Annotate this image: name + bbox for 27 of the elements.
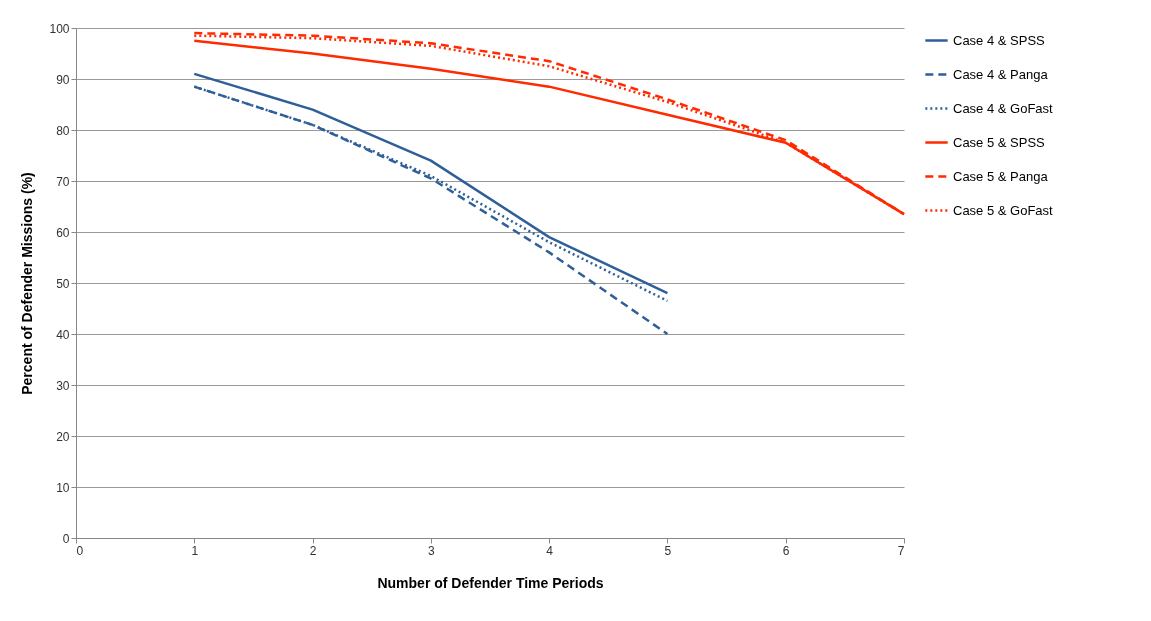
y-tick-label: 10 (56, 480, 70, 495)
x-tick-label: 0 (76, 543, 84, 558)
x-tick-label: 6 (782, 543, 790, 558)
x-tick-label: 1 (191, 543, 199, 558)
legend-label: Case 4 & Panga (953, 66, 1049, 82)
x-tick-label: 7 (897, 543, 905, 558)
y-tick-label: 20 (56, 429, 70, 444)
x-tick-label: 4 (546, 543, 554, 558)
y-tick-label: 0 (62, 531, 70, 546)
legend-label: Case 5 & Panga (953, 168, 1049, 184)
legend-label: Case 4 & SPSS (953, 32, 1046, 48)
y-axis-title: Percent of Defender Missions (%) (19, 172, 36, 395)
legend-label: Case 5 & SPSS (953, 134, 1046, 150)
y-tick-label: 80 (56, 123, 70, 138)
x-tick-label: 3 (428, 543, 436, 558)
legend-label: Case 4 & GoFast (953, 100, 1054, 116)
y-tick-label: 40 (56, 327, 70, 342)
y-tick-label: 30 (56, 378, 70, 393)
x-tick-label: 2 (309, 543, 317, 558)
x-tick-label: 5 (664, 543, 672, 558)
y-tick-label: 90 (56, 72, 70, 87)
legend-label: Case 5 & GoFast (953, 202, 1054, 218)
x-axis-title: Number of Defender Time Periods (377, 574, 604, 591)
y-tick-label: 60 (56, 225, 70, 240)
y-tick-label: 70 (56, 174, 70, 189)
y-tick-label: 50 (56, 276, 70, 291)
y-tick-label: 100 (49, 21, 70, 36)
